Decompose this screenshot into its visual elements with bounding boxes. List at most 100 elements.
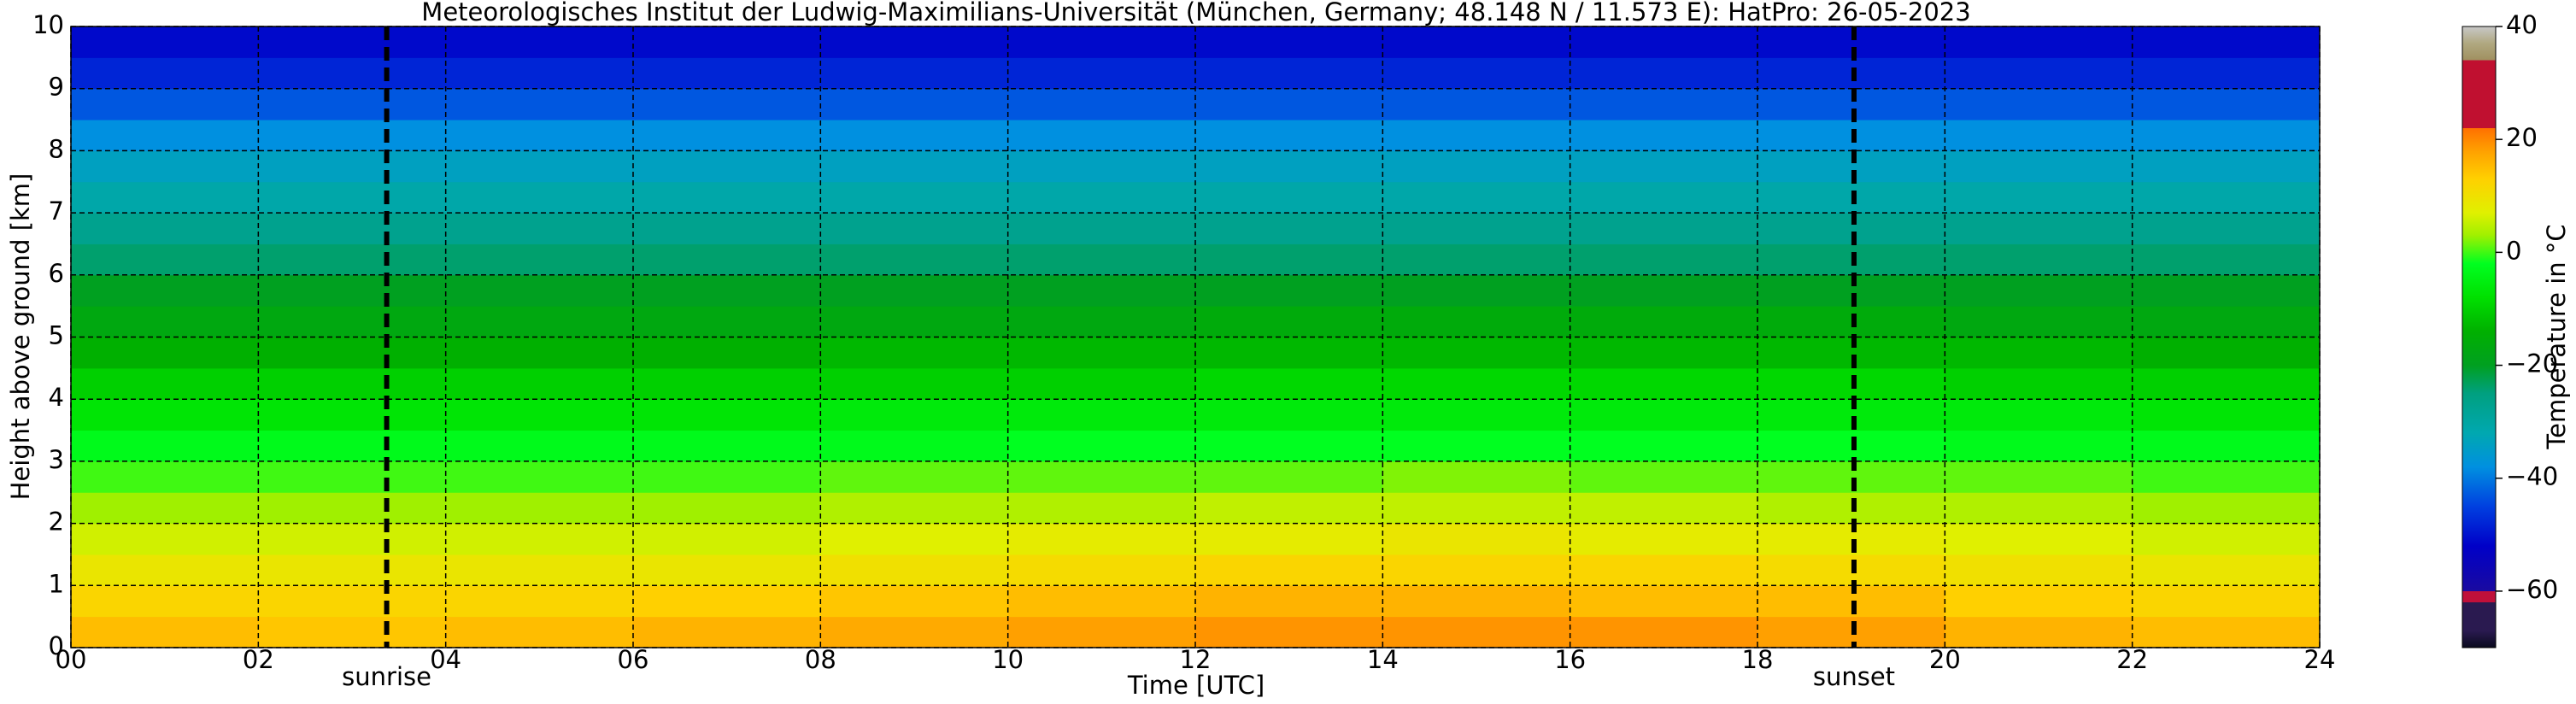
x-tick-label: 14 [1367, 645, 1399, 674]
heat-cell [820, 274, 1009, 307]
y-tick-label: 4 [49, 383, 64, 412]
heat-cell [1382, 213, 1571, 244]
heat-cell [1007, 274, 1196, 307]
heat-cell [1382, 492, 1571, 525]
heat-cell [1945, 367, 2133, 400]
heat-cell [1757, 213, 1945, 244]
heat-cell [820, 306, 1009, 337]
heat-cell [1195, 274, 1383, 307]
heat-cell [820, 492, 1009, 525]
colorbar-tick-label: 20 [2506, 123, 2538, 152]
heat-cell [258, 274, 447, 307]
heat-cell [1945, 26, 2133, 58]
heat-cell [1570, 585, 1758, 618]
heat-cell [820, 243, 1009, 276]
heat-cell [2132, 120, 2321, 151]
heat-cell [1007, 181, 1196, 214]
heat-cell [445, 181, 634, 214]
heat-cell [820, 399, 1009, 431]
heat-cell [633, 213, 821, 244]
heat-cell [1007, 585, 1196, 618]
heat-cell [71, 57, 259, 90]
heat-cell [1570, 523, 1758, 555]
heat-cell [445, 243, 634, 276]
heat-cell [2132, 461, 2321, 493]
heat-cell [1570, 430, 1758, 462]
heat-cell [2132, 554, 2321, 586]
heat-cell [1195, 616, 1383, 648]
heat-cell [71, 585, 259, 618]
heat-cell [1945, 274, 2133, 307]
heat-cell [258, 337, 447, 369]
y-tick-label: 3 [49, 445, 64, 474]
heat-cell [1195, 367, 1383, 400]
heat-cell [1007, 26, 1196, 58]
heat-cell [1945, 306, 2133, 337]
heat-cell [258, 367, 447, 400]
heat-cell [1007, 399, 1196, 431]
y-tick-label: 7 [49, 197, 64, 226]
heat-cell [258, 306, 447, 337]
heat-cell [1195, 399, 1383, 431]
colorbar-tick-label: −40 [2506, 462, 2558, 491]
heat-cell [258, 616, 447, 648]
colorbar-tick-label: 40 [2506, 10, 2538, 39]
heat-cell [258, 523, 447, 555]
heat-cell [2132, 243, 2321, 276]
heat-cell [445, 213, 634, 244]
heat-cell [445, 88, 634, 120]
heat-cell [445, 57, 634, 90]
heat-cell [820, 585, 1009, 618]
heat-cell [445, 120, 634, 151]
heat-cell [1570, 88, 1758, 120]
heat-cell [1945, 585, 2133, 618]
heat-cell [633, 88, 821, 120]
annotation-label: sunset [1813, 662, 1895, 691]
y-tick-label: 6 [49, 259, 64, 288]
heat-cell [1757, 492, 1945, 525]
heat-cell [1007, 523, 1196, 555]
heat-cell [1382, 26, 1571, 58]
colorbar-label: Temperature in °C [2542, 224, 2571, 449]
heat-cell [1757, 585, 1945, 618]
heat-cell [1945, 616, 2133, 648]
heat-cell [445, 461, 634, 493]
heat-cell [71, 26, 259, 58]
heat-cell [2132, 88, 2321, 120]
heat-cell [1757, 57, 1945, 90]
heat-cell [258, 554, 447, 586]
heat-cell [1570, 181, 1758, 214]
heat-cell [1945, 88, 2133, 120]
heat-cell [71, 523, 259, 555]
heat-cell [1570, 120, 1758, 151]
heat-cell [1195, 57, 1383, 90]
heat-cell [1757, 181, 1945, 214]
heat-cell [1757, 88, 1945, 120]
x-tick-label: 10 [992, 645, 1024, 674]
heat-cell [1382, 88, 1571, 120]
x-tick-label: 04 [430, 645, 461, 674]
heat-cell [1007, 306, 1196, 337]
x-tick-label: 12 [1180, 645, 1212, 674]
heat-cell [1195, 150, 1383, 183]
heat-cell [633, 181, 821, 214]
heat-cell [820, 88, 1009, 120]
heat-cell [1007, 120, 1196, 151]
heat-cell [1570, 306, 1758, 337]
heat-cell [1945, 337, 2133, 369]
heat-cell [1195, 88, 1383, 120]
heat-cell [1945, 523, 2133, 555]
x-tick-label: 18 [1742, 645, 1774, 674]
heat-cell [1757, 337, 1945, 369]
heat-cell [1945, 57, 2133, 90]
heat-cell [258, 88, 447, 120]
heat-cell [445, 430, 634, 462]
plot-frame [70, 26, 2321, 648]
heat-cell [1195, 181, 1383, 214]
heat-cell [2132, 523, 2321, 555]
heat-cell [1007, 492, 1196, 525]
heat-cell [71, 213, 259, 244]
colorbar-tick-label: −60 [2506, 575, 2558, 604]
x-axis-label: Time [UTC] [1127, 671, 1265, 700]
x-tick-label: 20 [1929, 645, 1961, 674]
